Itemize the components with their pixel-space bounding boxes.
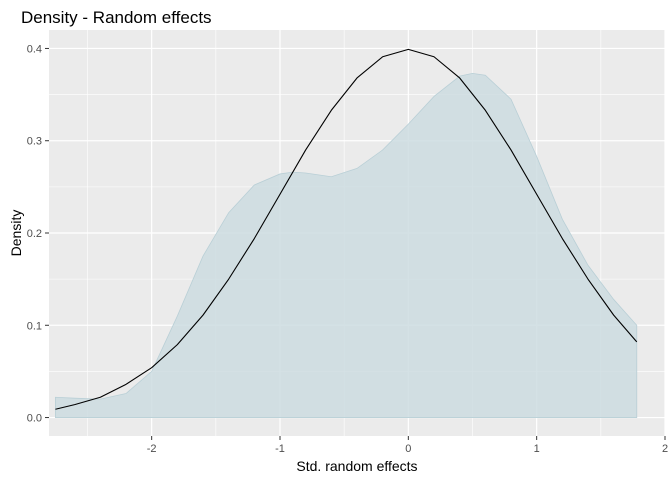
axes: -2 -1 0 1 2 0.0 0.1 0.2 0.3 0.4 (27, 43, 668, 455)
y-axis-title: Density (8, 210, 24, 257)
x-tick-label: -1 (275, 443, 285, 455)
x-axis-title: Std. random effects (296, 458, 417, 474)
y-tick-label: 0.3 (27, 136, 42, 148)
y-tick-label: 0.4 (27, 43, 42, 55)
x-tick-label: -2 (147, 443, 157, 455)
chart-title: Density - Random effects (21, 8, 212, 27)
chart-marks (55, 48, 638, 418)
y-tick-label: 0.2 (27, 228, 42, 240)
y-tick-label: 0.0 (27, 413, 42, 425)
x-tick-label: 0 (405, 443, 411, 455)
normal-curve-line (55, 48, 638, 410)
x-tick-label: 2 (662, 443, 668, 455)
x-tick-label: 1 (534, 443, 540, 455)
density-area (55, 72, 638, 418)
y-tick-label: 0.1 (27, 320, 42, 332)
